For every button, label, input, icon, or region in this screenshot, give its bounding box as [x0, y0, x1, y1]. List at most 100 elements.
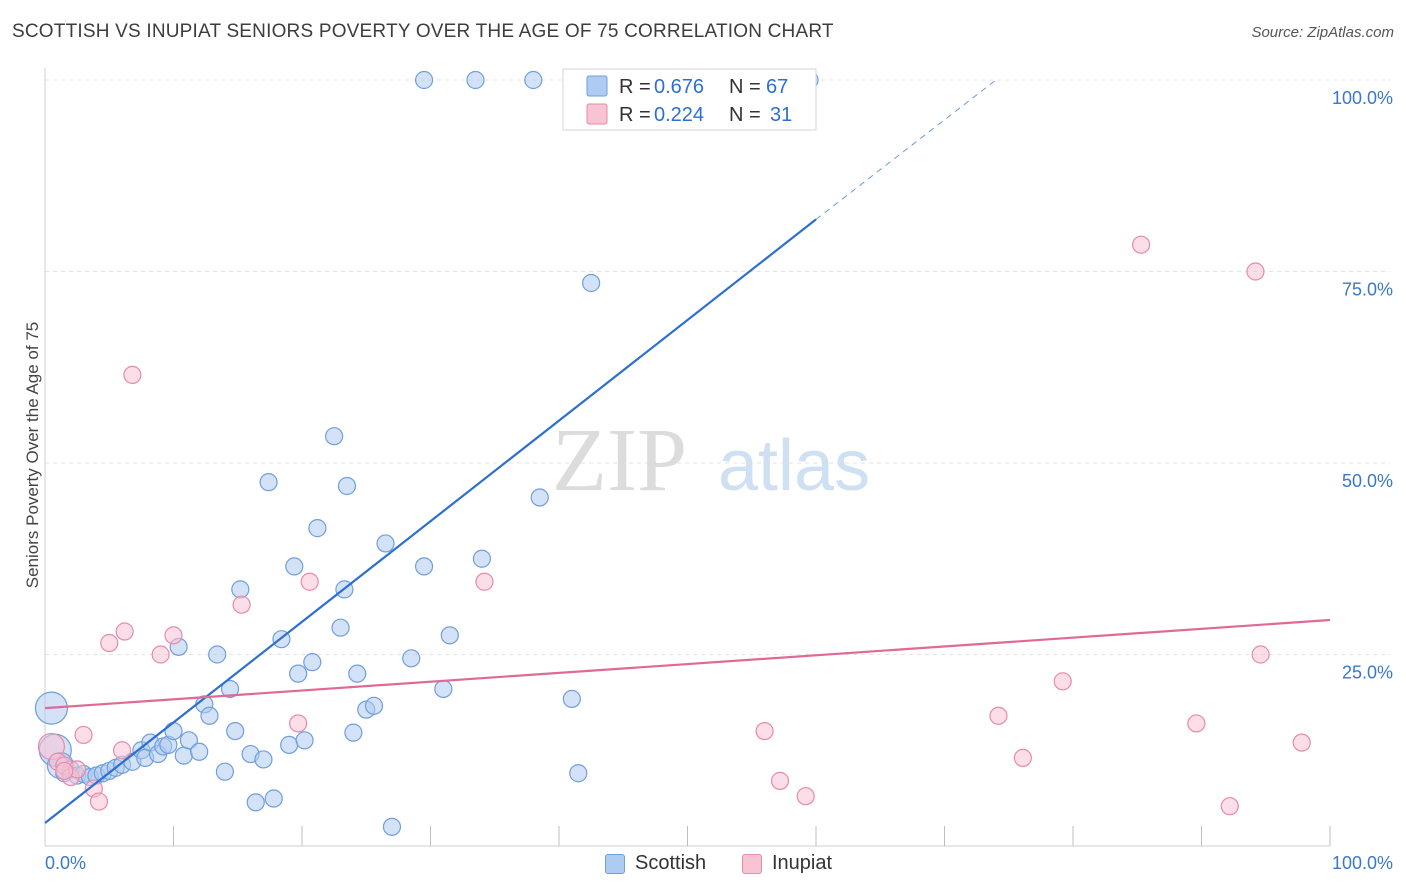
legend-r-value-scottish: 0.676 [654, 76, 704, 98]
point-inupiat [100, 633, 119, 653]
legend-n-label-inupiat: N = [729, 104, 761, 126]
chart-title: SCOTTISH VS INUPIAT SENIORS POVERTY OVER… [12, 21, 834, 42]
point-inupiat [796, 787, 815, 806]
point-scottish [246, 793, 265, 812]
legend-swatch-inupiat [586, 103, 608, 125]
point-scottish [208, 645, 227, 664]
y-tick-label: 75.0% [1342, 280, 1393, 300]
legend-swatch-scottish-bottom [605, 853, 625, 874]
grid [45, 79, 1390, 655]
y-tick-label: 25.0% [1342, 663, 1393, 683]
legend-label-scottish: Scottish [635, 852, 707, 874]
point-scottish [382, 817, 402, 836]
point-scottish [280, 735, 299, 754]
point-inupiat [1220, 797, 1239, 816]
point-inupiat [123, 365, 142, 385]
point-scottish [215, 762, 234, 781]
point-scottish [364, 696, 384, 715]
point-scottish [524, 70, 543, 90]
point-inupiat [1246, 262, 1265, 281]
point-scottish [226, 721, 245, 741]
watermark: ZIP atlas [552, 411, 870, 510]
point-scottish [402, 649, 421, 668]
point-scottish [325, 427, 344, 446]
legend-item-inupiat: Inupiat [742, 852, 832, 875]
x-tick-label-min: 0.0% [45, 853, 86, 873]
point-inupiat [232, 595, 251, 614]
point-inupiat [289, 714, 308, 733]
point-scottish [289, 664, 308, 683]
axes [44, 68, 1331, 847]
point-scottish [264, 789, 283, 808]
point-scottish [174, 746, 193, 765]
point-inupiat [989, 706, 1008, 725]
point-inupiat [112, 741, 132, 760]
point-scottish [376, 534, 395, 553]
point-inupiat [151, 645, 170, 664]
point-inupiat [770, 771, 790, 790]
watermark-zip: ZIP [552, 411, 687, 510]
point-scottish [179, 731, 199, 750]
point-inupiat [1251, 645, 1270, 664]
y-tick-label: 50.0% [1342, 471, 1393, 491]
point-scottish [466, 70, 485, 90]
point-scottish [414, 557, 434, 576]
correlation-legend: R = 0.676 N = 67 R = 0.224 N = 31 [562, 68, 817, 131]
point-inupiat [1187, 714, 1206, 733]
point-scottish [414, 70, 434, 90]
point-inupiat [74, 725, 93, 745]
x-tick-label-max: 100.0% [1332, 853, 1393, 873]
point-inupiat [115, 622, 134, 641]
legend-r-value-inupiat: 0.224 [654, 104, 704, 126]
point-scottish [190, 742, 209, 761]
point-scottish [285, 557, 304, 576]
point-inupiat [164, 626, 183, 645]
point-scottish [440, 626, 459, 645]
watermark-atlas: atlas [718, 426, 870, 506]
point-scottish [200, 706, 219, 725]
y-tick-label: 100.0% [1332, 88, 1393, 108]
point-scottish [308, 519, 327, 538]
source-label: Source: ZipAtlas.com [1251, 24, 1394, 41]
point-inupiat [755, 721, 774, 741]
point-scottish [434, 679, 453, 699]
point-scottish [303, 653, 322, 672]
point-inupiat [1132, 235, 1151, 254]
point-scottish [530, 488, 549, 507]
legend-r-label-inupiat: R = [619, 104, 651, 126]
trend-line-extension-scottish [815, 79, 997, 220]
point-scottish [562, 689, 581, 709]
point-scottish [337, 476, 357, 496]
point-inupiat [1292, 733, 1311, 752]
point-inupiat [1053, 672, 1072, 691]
point-inupiat [475, 572, 494, 591]
trend-line-scottish [44, 218, 817, 824]
point-scottish [164, 721, 183, 741]
legend-n-label-scottish: N = [729, 76, 761, 98]
point-inupiat [1013, 748, 1032, 768]
point-scottish [259, 473, 278, 492]
point-scottish [569, 764, 588, 783]
legend-label-inupiat: Inupiat [772, 852, 833, 874]
data-points [34, 70, 1311, 836]
point-inupiat [55, 761, 74, 781]
legend-r-label-scottish: R = [619, 76, 651, 98]
point-inupiat [89, 792, 109, 811]
point-scottish [254, 750, 273, 769]
point-scottish [582, 273, 601, 293]
point-scottish [220, 679, 240, 699]
point-scottish [231, 580, 250, 599]
trend-line-inupiat [44, 618, 1331, 710]
point-scottish [344, 723, 363, 742]
legend-n-value-scottish: 67 [766, 76, 788, 98]
point-inupiat [300, 572, 319, 591]
legend-item-scottish: Scottish [605, 852, 706, 875]
point-scottish [348, 664, 367, 683]
tick-labels: 25.0% 50.0% 75.0% 100.0% 0.0% 100.0% [45, 88, 1393, 873]
point-scottish [331, 618, 350, 637]
legend-n-value-inupiat: 31 [770, 104, 792, 126]
trend-lines [44, 79, 1331, 824]
legend-swatch-inupiat-bottom [742, 853, 762, 874]
point-scottish [472, 549, 491, 568]
